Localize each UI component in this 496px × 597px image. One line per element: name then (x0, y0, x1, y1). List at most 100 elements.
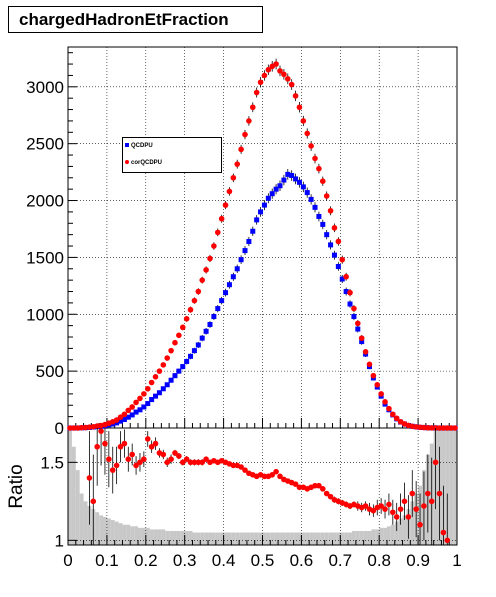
ratio-point (148, 443, 155, 450)
ratio-band-bar (103, 516, 107, 545)
ratio-band-bar (153, 529, 158, 545)
corqcdpu-point (141, 391, 147, 397)
qcdpu-point (261, 202, 267, 208)
ratio-point (117, 443, 124, 450)
qcdpu-point (242, 248, 248, 254)
ratio-band-bar (351, 530, 356, 545)
y-tick-label: 1500 (26, 248, 64, 267)
ratio-band-bar (215, 532, 220, 545)
qcdpu-point (168, 377, 174, 383)
ratio-band-bar (176, 530, 181, 545)
corqcdpu-point (452, 425, 458, 431)
corqcdpu-point (382, 399, 388, 405)
ratio-point (203, 456, 209, 463)
ratio-band-bar (180, 530, 185, 545)
ratio-band-bar (106, 518, 111, 545)
ratio-band-bar (281, 532, 286, 545)
ratio-point (121, 440, 128, 447)
qcdpu-point (335, 264, 341, 270)
x-tick-label: 0.9 (406, 551, 430, 570)
ratio-y-tick-label: 1.5 (40, 453, 64, 472)
ratio-point (405, 514, 412, 520)
corqcdpu-point (358, 335, 365, 341)
ratio-point (238, 464, 244, 470)
ratio-point (261, 473, 268, 480)
corqcdpu-point (125, 407, 132, 414)
qcdpu-point (312, 204, 318, 210)
corqcdpu-point (312, 155, 318, 162)
corqcdpu-point (304, 130, 311, 137)
ratio-band-bar (219, 532, 224, 545)
corqcdpu-point (234, 161, 241, 167)
ratio-band-bar (243, 532, 247, 545)
corqcdpu-point (335, 238, 342, 245)
ratio-point (440, 529, 447, 536)
ratio-band-bar (223, 532, 228, 545)
ratio-band-bar (320, 532, 325, 545)
ratio-band-bar (262, 532, 267, 545)
corqcdpu-point (71, 425, 77, 431)
corqcdpu-point (67, 425, 73, 431)
ratio-band-bar (188, 530, 193, 545)
ratio-band-bar (355, 530, 360, 545)
ratio-band-bar (254, 532, 259, 545)
ratio-band-bar (410, 501, 415, 545)
ratio-point (382, 506, 388, 512)
ratio-point (292, 481, 299, 487)
ratio-point (401, 498, 408, 505)
ratio-band-bar (359, 530, 364, 545)
ratio-band-bar (246, 532, 251, 545)
ratio-band-bar (87, 506, 92, 545)
legend-square-marker (125, 143, 129, 148)
ratio-point (160, 451, 167, 458)
corqcdpu-point (207, 255, 213, 262)
ratio-point (409, 490, 416, 497)
ratio-band-bar (453, 428, 457, 545)
ratio-point (183, 456, 190, 463)
qcdpu-point (114, 420, 120, 426)
ratio-point (129, 451, 135, 458)
ratio-band-bar (398, 518, 403, 545)
corqcdpu-point (172, 339, 178, 346)
legend-entry-qcdpu: QCDPU (125, 143, 153, 149)
qcdpu-point (172, 373, 178, 379)
qcdpu-point (223, 290, 229, 296)
legend-entry-corqcdpu: corQCDPU (125, 160, 162, 166)
corqcdpu-point (327, 207, 334, 214)
qcdpu-point (331, 252, 337, 258)
ratio-point (144, 436, 151, 442)
ratio-point (277, 473, 283, 480)
corqcdpu-point (440, 425, 447, 431)
y-tick-label: 3000 (26, 78, 64, 97)
ratio-band-bar (138, 527, 142, 545)
ratio-band-bar (192, 532, 197, 545)
corqcdpu-point (133, 399, 139, 406)
corqcdpu-point (117, 414, 124, 420)
corqcdpu-point (378, 391, 384, 397)
corqcdpu-point (156, 368, 163, 374)
qcdpu-point (273, 186, 279, 192)
ratio-band-bar (402, 515, 407, 545)
qcdpu-point (203, 328, 209, 334)
ratio-point (176, 453, 182, 459)
ratio-point (393, 514, 400, 520)
qcdpu-point (316, 213, 322, 219)
qcdpu-point (160, 386, 166, 392)
corqcdpu-point (265, 66, 272, 73)
y-tick-label: 2000 (26, 192, 64, 211)
corqcdpu-point (78, 424, 85, 431)
chart-title: chargedHadronEtFraction (8, 6, 263, 33)
corqcdpu-point (179, 324, 186, 331)
corqcdpu-point (168, 347, 174, 354)
qcdpu-point (300, 184, 306, 190)
ratio-point (413, 506, 419, 512)
qcdpu-point (355, 326, 361, 332)
corqcdpu-point (323, 193, 330, 199)
corqcdpu-point (331, 225, 338, 231)
corqcdpu-point (436, 425, 443, 431)
ratio-point (370, 507, 377, 514)
corqcdpu-point (148, 379, 155, 386)
ratio-band-bar (114, 521, 119, 545)
ratio-band-bar (79, 493, 84, 545)
qcdpu-point (254, 217, 260, 223)
